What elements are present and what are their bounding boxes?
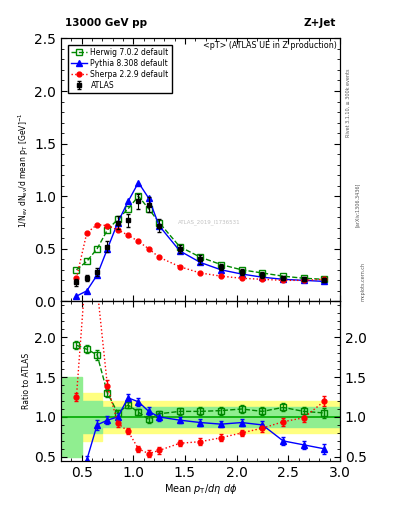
Bar <box>82 401 102 433</box>
Pythia 8.308 default <box>136 179 141 185</box>
Herwig 7.0.2 default <box>322 276 327 283</box>
Y-axis label: 1/N$_{\rm ev}$ dN$_{\rm ev}$/d mean p$_{\rm T}$ [GeV]$^{-1}$: 1/N$_{\rm ev}$ dN$_{\rm ev}$/d mean p$_{… <box>17 112 31 228</box>
Pythia 8.308 default <box>301 278 306 284</box>
Pythia 8.308 default <box>95 272 99 278</box>
Sherpa 2.2.9 default <box>84 230 89 236</box>
Sherpa 2.2.9 default <box>281 278 285 284</box>
Pythia 8.308 default <box>84 288 89 294</box>
Pythia 8.308 default <box>116 220 120 226</box>
Text: Rivet 3.1.10, ≥ 300k events: Rivet 3.1.10, ≥ 300k events <box>346 68 351 137</box>
Pythia 8.308 default <box>219 267 224 273</box>
Bar <box>61 377 82 457</box>
Text: [arXiv:1306.3436]: [arXiv:1306.3436] <box>355 183 360 227</box>
Text: <pT> (ATLAS UE in Z production): <pT> (ATLAS UE in Z production) <box>203 41 337 50</box>
Line: Herwig 7.0.2 default: Herwig 7.0.2 default <box>73 194 327 282</box>
Sherpa 2.2.9 default <box>136 239 141 245</box>
Sherpa 2.2.9 default <box>260 276 265 283</box>
Pythia 8.308 default <box>177 248 182 254</box>
Pythia 8.308 default <box>322 279 327 285</box>
Sherpa 2.2.9 default <box>95 222 99 228</box>
Sherpa 2.2.9 default <box>105 223 110 229</box>
Sherpa 2.2.9 default <box>177 264 182 270</box>
Legend: Herwig 7.0.2 default, Pythia 8.308 default, Sherpa 2.2.9 default, ATLAS: Herwig 7.0.2 default, Pythia 8.308 defau… <box>68 45 172 93</box>
Pythia 8.308 default <box>281 276 285 283</box>
Text: ATLAS_2019_I1736531: ATLAS_2019_I1736531 <box>178 220 241 225</box>
Pythia 8.308 default <box>105 246 110 252</box>
Sherpa 2.2.9 default <box>322 276 327 283</box>
Pythia 8.308 default <box>198 260 203 266</box>
Herwig 7.0.2 default <box>105 227 110 233</box>
Line: Pythia 8.308 default: Pythia 8.308 default <box>73 180 327 299</box>
Sherpa 2.2.9 default <box>74 275 79 281</box>
Sherpa 2.2.9 default <box>157 254 162 260</box>
Text: 13000 GeV pp: 13000 GeV pp <box>65 17 147 28</box>
Sherpa 2.2.9 default <box>147 246 151 252</box>
Sherpa 2.2.9 default <box>198 270 203 276</box>
Herwig 7.0.2 default <box>116 216 120 222</box>
Herwig 7.0.2 default <box>260 270 265 276</box>
Text: mcplots.cern.ch: mcplots.cern.ch <box>361 262 366 301</box>
X-axis label: Mean $p_{\rm T}$/$d\eta$ $d\phi$: Mean $p_{\rm T}$/$d\eta$ $d\phi$ <box>164 482 237 497</box>
Y-axis label: Ratio to ATLAS: Ratio to ATLAS <box>22 353 31 409</box>
Pythia 8.308 default <box>147 195 151 201</box>
Line: Sherpa 2.2.9 default: Sherpa 2.2.9 default <box>74 222 327 283</box>
Herwig 7.0.2 default <box>219 262 224 268</box>
Herwig 7.0.2 default <box>239 267 244 273</box>
Sherpa 2.2.9 default <box>239 275 244 281</box>
Herwig 7.0.2 default <box>281 273 285 279</box>
Sherpa 2.2.9 default <box>126 232 130 238</box>
Herwig 7.0.2 default <box>95 246 99 252</box>
Pythia 8.308 default <box>157 223 162 229</box>
Pythia 8.308 default <box>126 198 130 204</box>
Pythia 8.308 default <box>74 293 79 299</box>
Herwig 7.0.2 default <box>147 206 151 212</box>
Sherpa 2.2.9 default <box>116 227 120 233</box>
Sherpa 2.2.9 default <box>301 278 306 284</box>
Pythia 8.308 default <box>239 271 244 277</box>
Herwig 7.0.2 default <box>198 254 203 260</box>
Herwig 7.0.2 default <box>126 206 130 212</box>
Herwig 7.0.2 default <box>136 193 141 199</box>
Herwig 7.0.2 default <box>84 259 89 265</box>
Bar <box>82 393 102 441</box>
Herwig 7.0.2 default <box>157 220 162 226</box>
Herwig 7.0.2 default <box>177 244 182 250</box>
Sherpa 2.2.9 default <box>219 273 224 279</box>
Pythia 8.308 default <box>260 274 265 280</box>
Herwig 7.0.2 default <box>74 267 79 273</box>
Herwig 7.0.2 default <box>301 275 306 281</box>
Text: Z+Jet: Z+Jet <box>304 17 336 28</box>
